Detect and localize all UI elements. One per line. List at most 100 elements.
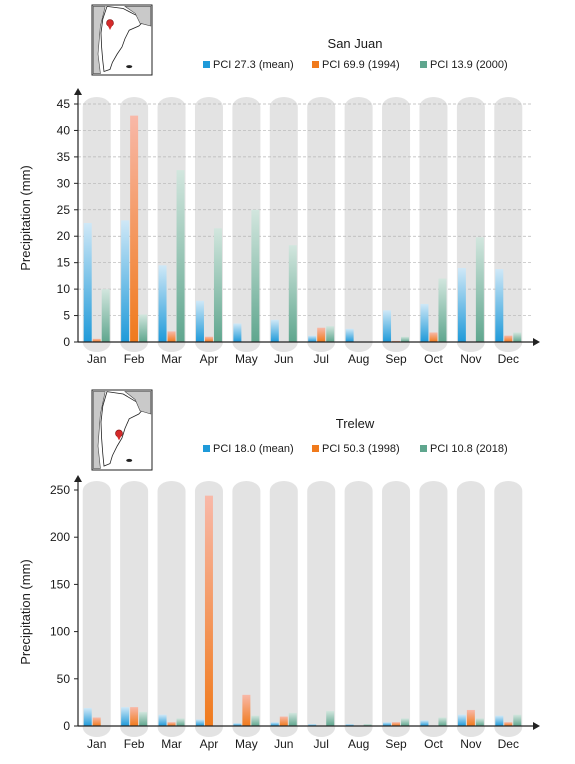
x-axis-arrow-icon: [533, 722, 540, 730]
bar-max: [204, 495, 213, 726]
month-column-background: [269, 481, 298, 737]
bar-mean: [457, 267, 466, 342]
location-pin-icon: [116, 434, 122, 441]
bar-mean: [121, 707, 130, 726]
legend-label-min: PCI 10.8 (2018): [430, 443, 508, 455]
y-axis-arrow-icon: [74, 88, 82, 95]
x-tick-label: Aug: [348, 352, 369, 366]
bar-max: [167, 331, 176, 342]
y-tick-label: 100: [50, 625, 70, 639]
bar-min: [101, 289, 110, 342]
bar-mean: [420, 303, 429, 342]
x-tick-label: Dec: [498, 737, 519, 751]
y-tick-label: 20: [57, 229, 71, 243]
x-tick-label: Aug: [348, 737, 369, 751]
legend-swatch-mean: [203, 445, 210, 452]
x-tick-label: Jan: [87, 737, 106, 751]
bar-max: [504, 722, 513, 726]
chart-title: Trelew: [336, 416, 375, 431]
bar-mean: [270, 722, 279, 726]
bar-max: [204, 336, 213, 342]
bar-min: [326, 326, 335, 342]
bar-min: [139, 314, 148, 342]
bar-mean: [345, 724, 354, 726]
y-tick-label: 5: [63, 309, 70, 323]
y-tick-label: 45: [57, 97, 71, 111]
bar-min: [438, 278, 447, 342]
y-tick-label: 15: [57, 256, 71, 270]
legend-swatch-min: [420, 61, 427, 68]
legend-label-mean: PCI 18.0 (mean): [213, 443, 294, 455]
bar-min: [513, 714, 522, 726]
month-column-background: [307, 97, 336, 352]
y-axis-arrow-icon: [74, 475, 82, 482]
bar-max: [429, 332, 438, 342]
bar-max: [317, 327, 326, 342]
bar-min: [475, 718, 484, 726]
month-column-background: [344, 97, 373, 352]
bar-mean: [308, 724, 317, 726]
month-column-background: [307, 481, 336, 737]
inset-map: [91, 389, 153, 471]
bar-min: [251, 715, 260, 726]
x-tick-label: Jan: [87, 352, 106, 366]
x-tick-label: Jun: [274, 737, 293, 751]
x-tick-label: Apr: [200, 352, 219, 366]
bar-mean: [121, 220, 130, 342]
legend-swatch-mean: [203, 61, 210, 68]
x-tick-label: Feb: [124, 352, 145, 366]
bar-min: [139, 711, 148, 726]
bar-mean: [383, 722, 392, 726]
chart-panel-san-juan: San Juan PCI 27.3 (mean) PCI 69.9 (1994) PC…: [18, 4, 540, 366]
bar-max: [504, 335, 513, 342]
bar-mean: [158, 714, 167, 726]
month-column-background: [120, 481, 149, 737]
bar-max: [242, 694, 251, 726]
bar-min: [438, 717, 447, 726]
month-column-background: [382, 97, 411, 352]
y-tick-label: 50: [57, 672, 71, 686]
x-tick-label: Nov: [460, 737, 481, 751]
location-pin-icon: [107, 24, 113, 30]
month-column-background: [456, 481, 485, 737]
bar-min: [401, 336, 410, 342]
bar-min: [288, 712, 297, 726]
legend-swatch-min: [420, 445, 427, 452]
x-tick-label: Sep: [385, 352, 407, 366]
bar-max: [130, 707, 139, 726]
bar-min: [363, 724, 372, 726]
x-tick-label: May: [235, 737, 258, 751]
bar-mean: [495, 715, 504, 726]
x-tick-label: Mar: [161, 352, 182, 366]
bar-mean: [383, 310, 392, 342]
bar-max: [92, 338, 101, 342]
y-axis-label: Precipitation (mm): [18, 559, 33, 664]
chart-title: San Juan: [328, 36, 383, 51]
inset-map-neighbor: [92, 391, 106, 469]
bar-min: [401, 718, 410, 726]
bar-mean: [195, 300, 204, 342]
bar-mean: [270, 319, 279, 342]
month-column-background: [419, 481, 448, 737]
y-tick-label: 0: [63, 335, 70, 349]
bar-min: [176, 170, 185, 342]
x-tick-label: Jul: [314, 352, 329, 366]
bar-max: [167, 722, 176, 726]
x-tick-label: Dec: [498, 352, 519, 366]
month-column-background: [494, 481, 523, 737]
inset-map-neighbor: [92, 6, 106, 74]
bar-mean: [495, 269, 504, 342]
month-column-background: [232, 481, 261, 737]
x-tick-label: Apr: [200, 737, 219, 751]
bar-mean: [420, 720, 429, 726]
y-tick-label: 10: [57, 282, 71, 296]
bar-min: [326, 710, 335, 726]
bar-min: [475, 237, 484, 342]
bar-max: [130, 115, 139, 342]
legend-label-max: PCI 50.3 (1998): [322, 443, 400, 455]
y-tick-label: 30: [57, 176, 71, 190]
bar-mean: [233, 723, 242, 726]
bar-mean: [233, 323, 242, 342]
bar-mean: [158, 265, 167, 342]
